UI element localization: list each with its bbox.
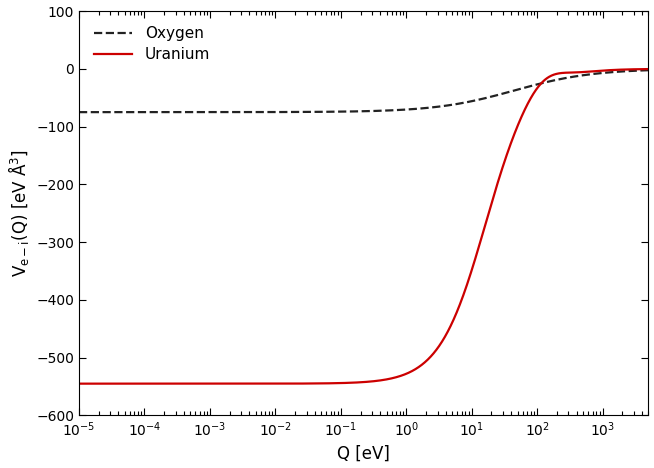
Legend: Oxygen, Uranium: Oxygen, Uranium: [86, 19, 218, 70]
Oxygen: [645, 67, 653, 73]
Uranium: [318, 380, 326, 386]
Uranium: [633, 66, 641, 72]
Oxygen: [294, 109, 301, 115]
Uranium: [294, 381, 301, 387]
Line: Uranium: Uranium: [79, 69, 649, 384]
Oxygen: [75, 110, 83, 115]
Oxygen: [318, 109, 326, 115]
Oxygen: [174, 110, 182, 115]
Uranium: [174, 381, 182, 387]
Line: Oxygen: Oxygen: [79, 70, 649, 112]
Oxygen: [633, 68, 641, 73]
Oxygen: [140, 110, 148, 115]
Uranium: [645, 66, 653, 72]
Uranium: [572, 70, 580, 75]
Oxygen: [572, 73, 580, 79]
Y-axis label: V$_{\mathregular{e-i}}$(Q) [eV Å$^3$]: V$_{\mathregular{e-i}}$(Q) [eV Å$^3$]: [5, 149, 31, 277]
Uranium: [75, 381, 83, 387]
Uranium: [140, 381, 148, 387]
X-axis label: Q [eV]: Q [eV]: [337, 445, 390, 462]
